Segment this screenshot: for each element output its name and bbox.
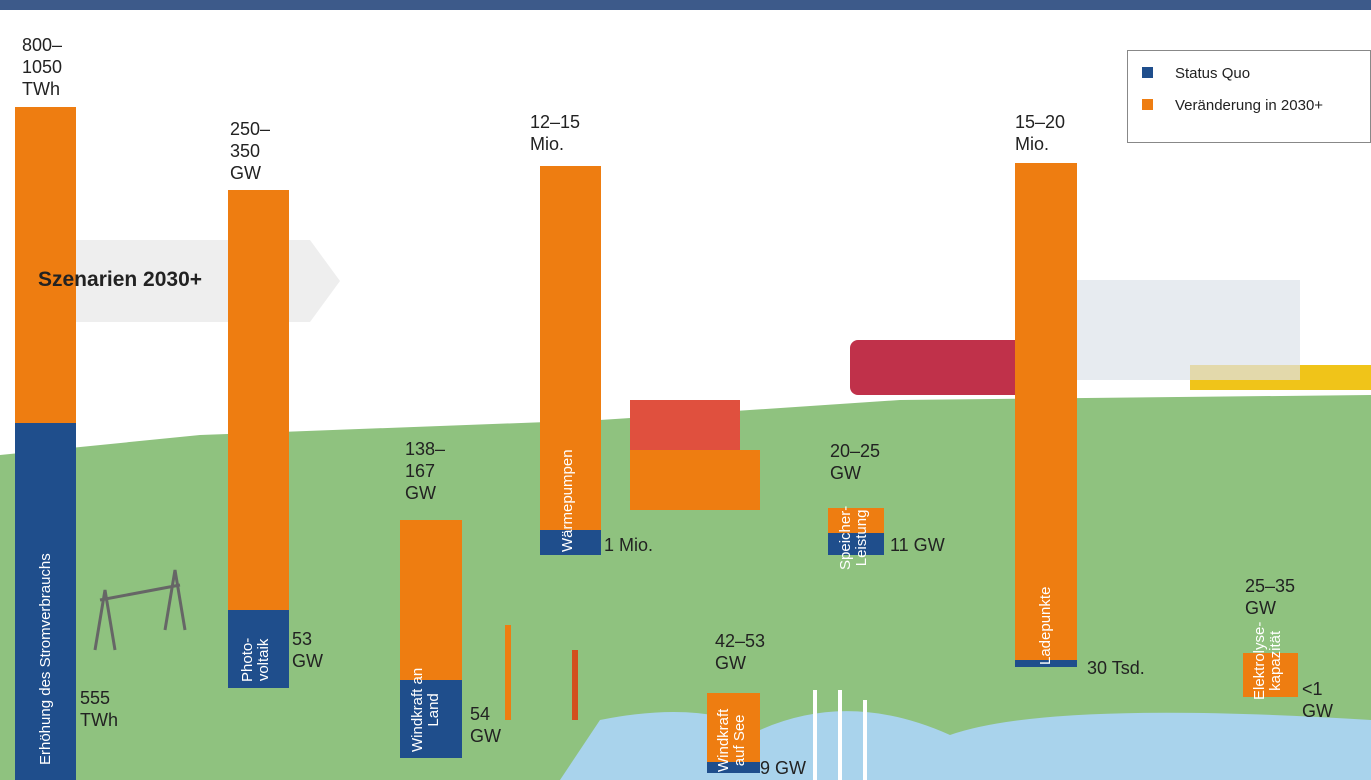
measure-label: Ladepunkte [1038, 587, 1054, 665]
target-label: 250– 350 GW [230, 118, 270, 184]
legend-item: Veränderung in 2030+ [1142, 97, 1323, 114]
target-label: 42–53 GW [715, 630, 765, 674]
status-label: 555 TWh [80, 687, 118, 731]
target-label: 25–35 GW [1245, 575, 1295, 619]
measure-label: Elektrolyse- kapazität [1252, 622, 1284, 700]
banner: Szenarien 2030+ [38, 268, 202, 292]
measure-label: Photo- voltaik [240, 638, 272, 682]
legend-label: Veränderung in 2030+ [1175, 97, 1323, 114]
status-label: <1 GW [1302, 678, 1333, 722]
measure-label: Erhöhung des Stromverbrauchs [38, 553, 54, 765]
measure-label: Wärmepumpen [560, 449, 576, 552]
status-label: 11 GW [890, 534, 945, 556]
measure-label: Windkraft auf See [716, 709, 748, 772]
legend: Status Quo Veränderung in 2030+ [1127, 50, 1371, 143]
status-label: 54 GW [470, 703, 501, 747]
infographic: Szenarien 2030+ Status Quo Veränderung in… [0, 0, 1371, 780]
target-label: 20–25 GW [830, 440, 880, 484]
target-label: 138– 167 GW [405, 438, 445, 504]
legend-item: Status Quo [1142, 65, 1250, 82]
legend-label: Status Quo [1175, 65, 1250, 82]
sky-strip [0, 0, 1371, 10]
city [1050, 280, 1300, 380]
status-label: 53 GW [292, 628, 323, 672]
status-label: 1 Mio. [604, 534, 653, 556]
target-label: 800– 1050 TWh [22, 34, 62, 100]
measure-label: Windkraft an Land [410, 668, 442, 752]
target-bar [400, 520, 462, 680]
legend-swatch [1142, 99, 1153, 110]
status-label: 30 Tsd. [1087, 657, 1145, 679]
target-bar [1015, 163, 1077, 660]
status-label: 9 GW [760, 757, 806, 779]
measure-label: Speicher- Leistung [838, 506, 870, 570]
target-bar [228, 190, 289, 610]
target-label: 15–20 Mio. [1015, 111, 1065, 155]
house-front [630, 450, 760, 510]
target-label: 12–15 Mio. [530, 111, 580, 155]
legend-swatch [1142, 67, 1153, 78]
target-bar [15, 107, 76, 423]
